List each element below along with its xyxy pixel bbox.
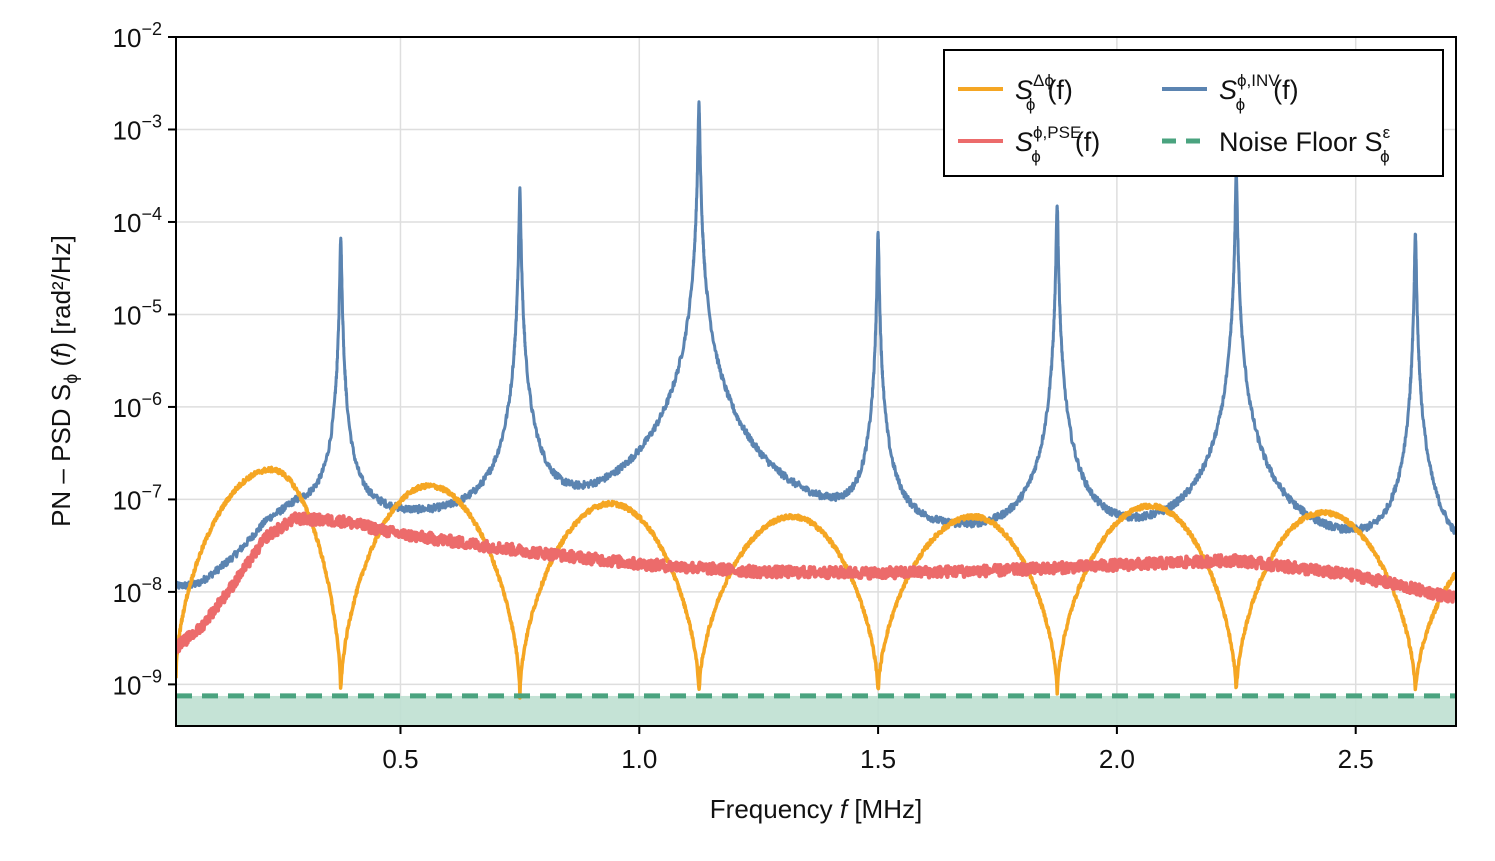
y-axis: 10−9 10−8 10−7 10−6 10−5 10−4 10−3 10−2 [113, 19, 176, 700]
series-line-pse [176, 511, 1456, 654]
y-tick-label-6: 10−3 [113, 111, 162, 145]
y-tick-label-1: 10−8 [113, 574, 162, 608]
x-tick-label-3: 2.0 [1099, 744, 1135, 774]
legend-label-inv: Sϕ,INV ϕ (f) [1219, 71, 1299, 114]
y-tick-label-2: 10−7 [113, 481, 162, 515]
noise-floor-fill [176, 695, 1456, 726]
y-axis-title: PN – PSD Sϕ (f) [rad²/Hz] [46, 235, 81, 527]
series-line-delta [176, 465, 1456, 700]
legend-box [943, 49, 1444, 177]
y-tick-label-7: 10−2 [113, 19, 162, 53]
x-axis: 0.5 1.0 1.5 2.0 2.5 [382, 726, 1374, 774]
legend-label-pse: Sϕ,PSE ϕ (f) [1015, 123, 1100, 166]
plot-frame [175, 36, 1457, 727]
y-tick-label-0: 10−9 [113, 666, 162, 700]
x-tick-label-1: 1.0 [621, 744, 657, 774]
legend-label-floor: Noise Floor Sε ϕ [1219, 123, 1391, 166]
legend-label-delta: SΔϕ ϕ (f) [1015, 71, 1073, 114]
y-tick-label-5: 10−4 [113, 204, 162, 238]
y-tick-label-3: 10−6 [113, 389, 162, 423]
x-axis-title: Frequency f [MHz] [710, 794, 922, 824]
series-layer [176, 100, 1456, 700]
legend: SΔϕ ϕ (f) Sϕ,INV ϕ (f) Sϕ,PSE ϕ (f) Noise Floo… [943, 49, 1444, 177]
x-tick-label-0: 0.5 [382, 744, 418, 774]
grid-lines [176, 36, 1456, 726]
noise-floor-area [176, 695, 1456, 726]
y-tick-label-4: 10−5 [113, 296, 162, 330]
x-tick-label-4: 2.5 [1338, 744, 1374, 774]
x-tick-label-2: 1.5 [860, 744, 896, 774]
